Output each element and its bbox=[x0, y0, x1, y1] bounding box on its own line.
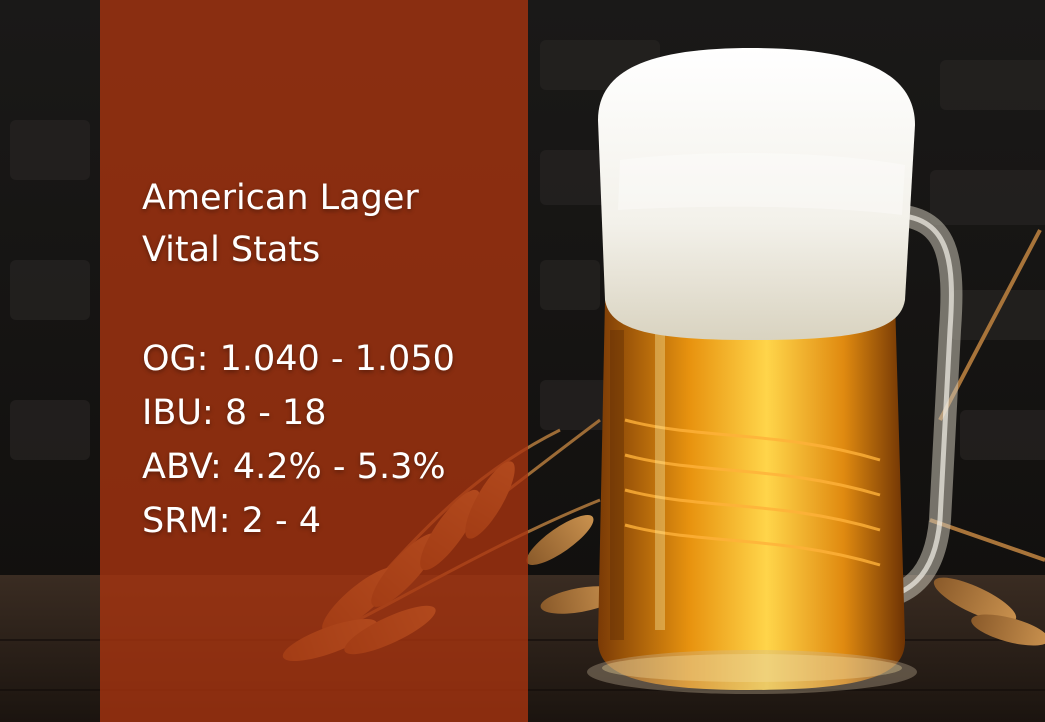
stat-abv: ABV: 4.2% - 5.3% bbox=[142, 447, 446, 487]
title-line: American Lager bbox=[142, 178, 419, 218]
title-line: Vital Stats bbox=[142, 230, 321, 270]
stat-ibu: IBU: 8 - 18 bbox=[142, 393, 327, 433]
slide-title: American Lager Vital Stats bbox=[142, 172, 522, 276]
stat-og: OG: 1.040 - 1.050 bbox=[142, 339, 455, 379]
stats-list: OG: 1.040 - 1.050 IBU: 8 - 18 ABV: 4.2% … bbox=[142, 332, 522, 548]
stats-text-block: American Lager Vital Stats OG: 1.040 - 1… bbox=[142, 172, 522, 548]
stats-overlay-panel bbox=[100, 0, 528, 722]
stat-srm: SRM: 2 - 4 bbox=[142, 501, 322, 541]
